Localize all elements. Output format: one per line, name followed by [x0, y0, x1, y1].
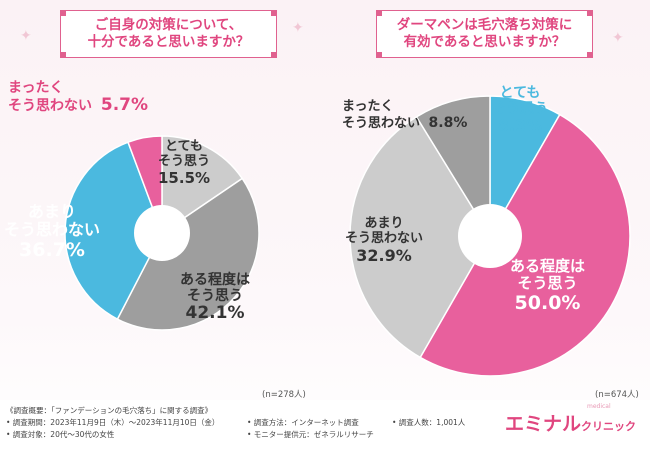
right-question-box: ダーマペンは毛穴落ち対策に 有効であると思いますか？ — [376, 10, 593, 58]
left-label-not-really: あまり そう思わない 36.7% — [4, 202, 101, 262]
sparkle-icon: ✦ — [292, 20, 304, 36]
left-label-very-line1: とても — [165, 139, 203, 154]
right-label-not-really-line1: あまり — [364, 216, 404, 231]
right-label-not-at-all-line1: まったく — [342, 99, 394, 114]
right-slice-2 — [349, 115, 491, 359]
right-pct-somewhat: 50.0% — [514, 291, 581, 314]
logo-small-text: medical — [587, 403, 611, 410]
left-slice-0 — [161, 135, 244, 235]
left-pct-somewhat: 42.1% — [185, 303, 245, 324]
left-label-very: とても そう思う 15.5% — [158, 139, 211, 187]
left-question-box: ご自身の対策について、 十分であると思いますか？ — [60, 10, 277, 58]
left-label-very-line2: そう思う — [158, 153, 211, 169]
right-slice-1 — [419, 113, 631, 377]
right-question-line2: 有効であると思いますか？ — [403, 34, 566, 50]
survey-footer: 《調査概要：「ファンデーションの毛穴落ち」に関する調査》 • 調査期間：2023… — [0, 400, 650, 450]
right-label-somewhat-line2: そう思う — [517, 274, 578, 293]
left-label-somewhat: ある程度は そう思う 42.1% — [180, 272, 250, 324]
right-n-label: (n=674人) — [595, 390, 639, 400]
left-label-somewhat-line2: そう思う — [187, 288, 243, 305]
left-n-label: (n=278人) — [262, 390, 306, 400]
right-label-very: とても そう思う 8.3% — [492, 85, 548, 136]
left-slice-1 — [116, 177, 260, 331]
right-label-not-really-line2: そう思わない — [345, 230, 424, 246]
right-slice-3 — [415, 95, 491, 239]
right-label-very-line2: そう思う — [492, 101, 548, 118]
right-label-somewhat: ある程度は そう思う 50.0% — [510, 257, 586, 314]
right-question-line1: ダーマペンは毛穴落ち対策に — [396, 17, 573, 33]
left-label-not-at-all: まったく そう思わない 5.7% — [8, 80, 148, 116]
left-question-line2: 十分であると思いますか？ — [87, 34, 250, 50]
right-label-not-really: あまり そう思わない 32.9% — [345, 216, 424, 265]
right-donut-hole — [458, 204, 522, 268]
footer-overview: 《調査概要：「ファンデーションの毛穴落ち」に関する調査》 — [6, 406, 213, 415]
footer-provider: • モニター提供元：ゼネラルリサーチ — [247, 430, 374, 439]
left-question-line1: ご自身の対策について、 — [94, 17, 243, 33]
left-pct-very: 15.5% — [158, 168, 211, 187]
left-label-not-really-line1: あまり — [28, 202, 77, 221]
left-label-not-at-all-line1: まったく — [8, 80, 64, 96]
left-pct-not-really: 36.7% — [19, 238, 85, 261]
donut-charts — [64, 95, 631, 377]
right-label-not-at-all-line2: そう思わない — [342, 115, 421, 131]
left-label-somewhat-line1: ある程度は — [180, 272, 250, 288]
left-label-not-at-all-line2: そう思わない — [8, 98, 92, 115]
sparkle-icon: ✦ — [612, 30, 624, 46]
right-pct-not-at-all: 8.8% — [428, 114, 468, 131]
left-label-not-really-line2: そう思わない — [4, 220, 101, 240]
footer-target: • 調査対象：20代〜30代の女性 — [6, 430, 115, 439]
right-label-very-line1: とても — [499, 85, 541, 101]
footer-period: • 調査期間：2023年11月9日（木）〜2023年11月10日（金） — [6, 418, 220, 427]
right-pct-very: 8.3% — [497, 116, 543, 136]
brand-logo: エミナルクリニック — [505, 409, 636, 436]
left-pct-not-at-all: 5.7% — [100, 95, 149, 116]
right-label-somewhat-line1: ある程度は — [510, 257, 586, 275]
right-pct-not-really: 32.9% — [356, 245, 412, 265]
left-slice-2 — [64, 141, 163, 321]
logo-sub: クリニック — [581, 420, 637, 433]
footer-method: • 調査方法：インターネット調査 — [247, 418, 359, 427]
logo-main: エミナル — [505, 413, 582, 435]
sparkle-icon: ✦ — [20, 28, 32, 44]
footer-count: • 調査人数：1,001人 — [392, 418, 466, 427]
left-donut-hole — [134, 205, 190, 261]
right-label-not-at-all: まったく そう思わない 8.8% — [342, 99, 468, 132]
